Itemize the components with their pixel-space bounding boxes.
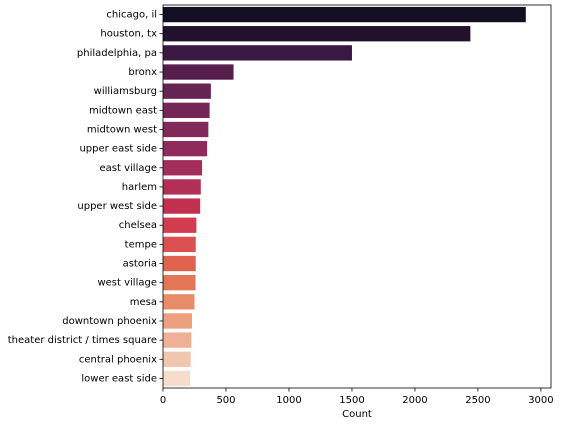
x-tick-label: 3000 bbox=[528, 395, 553, 406]
y-tick-label: chicago, il bbox=[106, 10, 157, 21]
bar bbox=[163, 45, 352, 61]
x-tick-label: 2500 bbox=[465, 395, 490, 406]
y-tick-label: downtown phoenix bbox=[62, 316, 157, 327]
y-tick-label: harlem bbox=[122, 182, 157, 193]
bar bbox=[163, 217, 197, 233]
bar bbox=[163, 370, 191, 387]
bar bbox=[163, 236, 196, 253]
bar bbox=[163, 160, 203, 176]
plot-border bbox=[162, 4, 552, 389]
x-ticks: 0 500 1000 1500 2000 2500 3000 bbox=[160, 388, 554, 406]
x-tick-label: 2000 bbox=[402, 395, 427, 406]
y-tick-label: theater district / times square bbox=[8, 335, 157, 346]
y-tick-label: chelsea bbox=[119, 220, 157, 231]
bar bbox=[163, 351, 191, 367]
x-axis-label: Count bbox=[342, 409, 372, 420]
bar bbox=[163, 6, 526, 23]
y-tick-label: astoria bbox=[123, 259, 157, 270]
bar bbox=[163, 198, 201, 214]
axes-frame bbox=[162, 4, 552, 389]
y-tick-label: tempe bbox=[125, 239, 157, 250]
x-tick-label: 500 bbox=[216, 395, 235, 406]
x-tick-label: 1000 bbox=[276, 395, 301, 406]
bar bbox=[163, 294, 195, 310]
y-tick-label: houston, tx bbox=[100, 29, 157, 40]
x-tick-label: 1500 bbox=[339, 395, 364, 406]
y-tick-label: east village bbox=[100, 163, 157, 174]
bar bbox=[163, 102, 210, 118]
y-tick-label: west village bbox=[97, 278, 157, 289]
bars-group bbox=[163, 6, 526, 387]
bar bbox=[163, 121, 209, 138]
y-tick-label: midtown east bbox=[89, 105, 157, 116]
bar bbox=[163, 26, 471, 42]
y-tick-label: central phoenix bbox=[79, 354, 157, 365]
bar bbox=[163, 275, 196, 291]
bar bbox=[163, 140, 208, 157]
bar bbox=[163, 179, 201, 195]
y-tick-label: mesa bbox=[130, 297, 157, 308]
bar bbox=[163, 332, 192, 348]
y-tick-label: midtown west bbox=[87, 124, 157, 135]
y-tick-label: lower east side bbox=[81, 373, 157, 384]
bar bbox=[163, 313, 192, 329]
bar bbox=[163, 64, 234, 80]
y-tick-label: philadelphia, pa bbox=[77, 48, 157, 59]
y-tick-labels: chicago, il houston, tx philadelphia, pa br… bbox=[8, 10, 163, 384]
bar bbox=[163, 83, 211, 99]
y-tick-label: upper east side bbox=[79, 144, 157, 155]
y-tick-label: upper west side bbox=[77, 201, 157, 212]
y-tick-label: williamsburg bbox=[94, 86, 157, 97]
bar bbox=[163, 255, 196, 272]
x-tick-label: 0 bbox=[160, 395, 166, 406]
y-tick-label: bronx bbox=[128, 67, 157, 78]
